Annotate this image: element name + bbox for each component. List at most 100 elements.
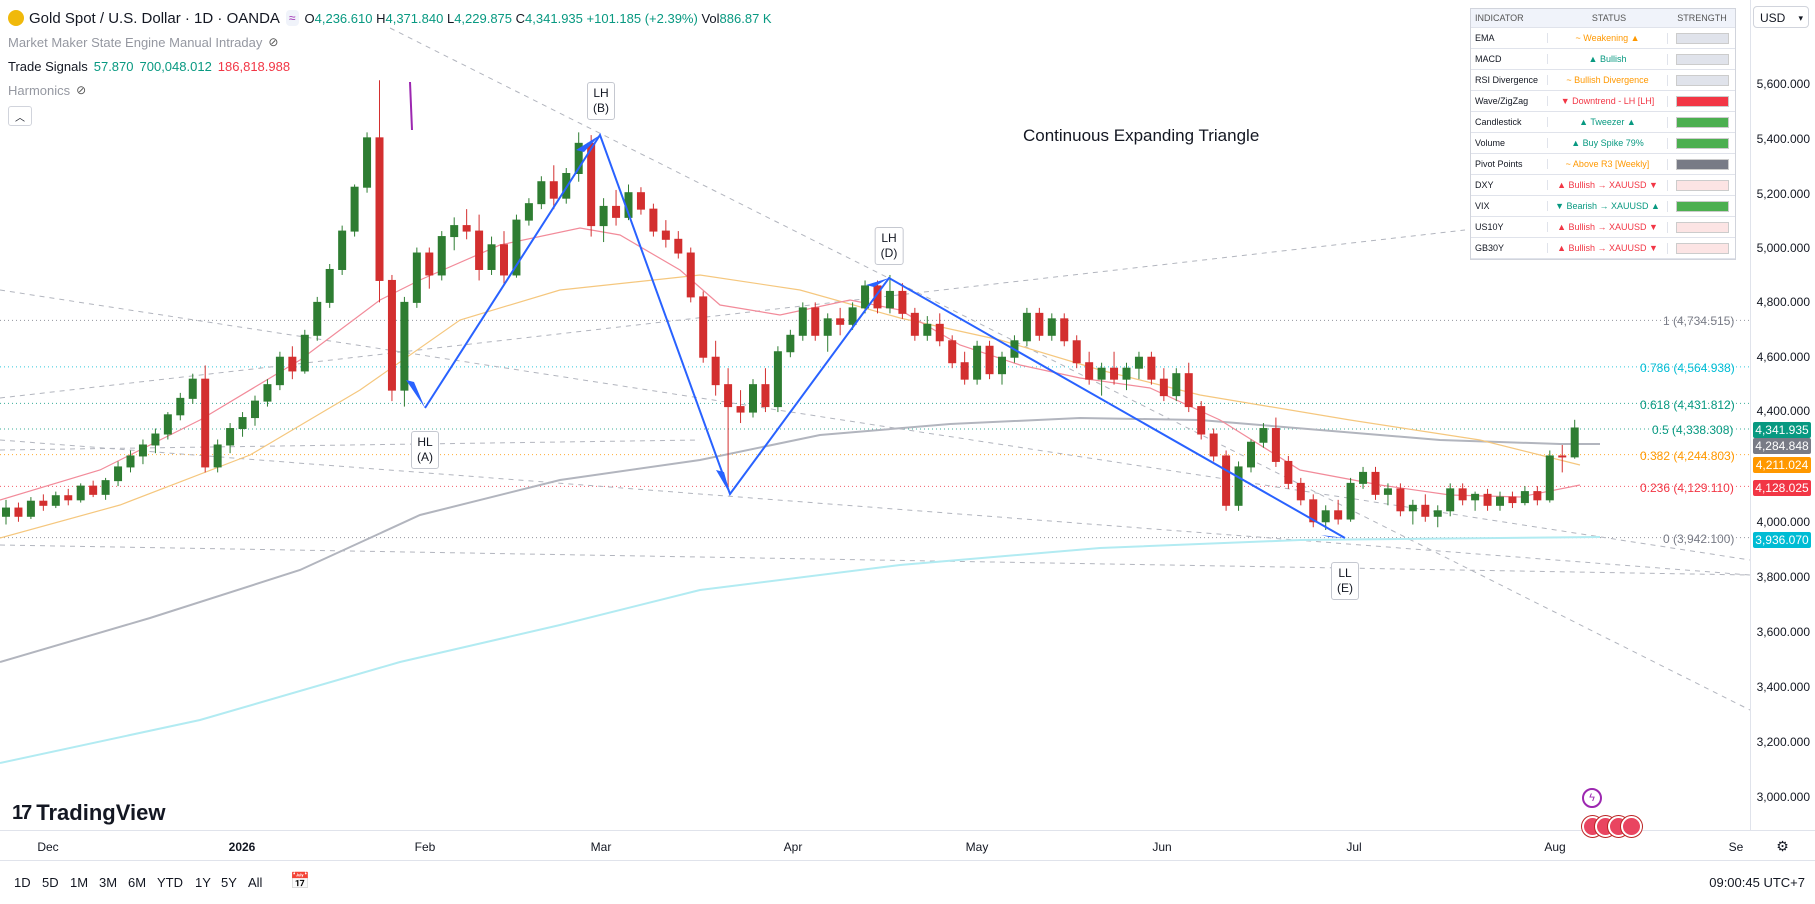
candle-body xyxy=(699,296,708,358)
indicator-trade-signals[interactable]: Trade Signals 57.870 700,048.012 186,818… xyxy=(8,54,772,78)
candle-body xyxy=(761,384,770,408)
candle-body xyxy=(325,268,334,303)
candle-body xyxy=(674,238,683,254)
strength-bar xyxy=(1676,32,1729,44)
range-3m[interactable]: 3M xyxy=(99,875,118,890)
chevron-down-icon: ▾ xyxy=(1798,13,1803,23)
calendar-icon[interactable]: 📅 xyxy=(290,873,310,890)
candle-body xyxy=(1035,312,1044,336)
eye-hidden-icon[interactable]: ⊘ xyxy=(268,35,279,49)
candle-body xyxy=(1508,496,1517,504)
badge-line1: HL xyxy=(417,435,433,449)
drawing-text-label[interactable]: Continuous Expanding Triangle xyxy=(1023,126,1260,145)
wave-arrowhead xyxy=(866,278,889,287)
us-flag-icon[interactable] xyxy=(1621,816,1642,837)
range-1d[interactable]: 1D xyxy=(14,875,31,890)
badge-line2: (B) xyxy=(593,101,609,115)
trend-line xyxy=(0,439,701,451)
candle-body xyxy=(1110,367,1119,380)
volume-label: Vol xyxy=(701,10,720,26)
strength-bar xyxy=(1676,200,1729,212)
fib-text: 0.382 (4,244.803) xyxy=(1640,449,1735,463)
trend-line xyxy=(0,229,1466,399)
high-label: H xyxy=(376,10,386,26)
candle-body xyxy=(300,334,309,372)
candle-body xyxy=(251,400,259,419)
lightning-icon[interactable]: ϟ xyxy=(1582,788,1602,808)
badge-line1: LH xyxy=(593,86,609,100)
candle-body xyxy=(811,307,820,336)
visibility-toggle[interactable]: ≈ xyxy=(285,10,299,26)
low-label: L xyxy=(446,10,455,26)
table-row: MACD ▲ Bullish xyxy=(1471,49,1735,70)
candle-body xyxy=(14,507,23,517)
wave-label-b[interactable]: LH (B) xyxy=(587,82,615,120)
fib-text: 0.5 (4,338.308) xyxy=(1652,423,1734,437)
range-5d[interactable]: 5D xyxy=(42,875,59,890)
close-value: 4,341.935 xyxy=(525,10,583,26)
strength-cell xyxy=(1667,53,1733,65)
strength-bar xyxy=(1676,74,1729,86)
strength-bar xyxy=(1676,179,1729,191)
symbol-title[interactable]: Gold Spot / U.S. Dollar · 1D · OANDA xyxy=(29,9,280,27)
settings-gear-icon[interactable]: ⚙ xyxy=(1750,830,1815,861)
candle-body xyxy=(288,356,297,372)
candle-body xyxy=(39,500,48,506)
candle-body xyxy=(1122,367,1131,380)
candle-body xyxy=(1197,406,1206,435)
ma-gray-line xyxy=(0,416,1600,663)
range-1y[interactable]: 1Y xyxy=(195,875,211,890)
price-tick: 4,800.000 xyxy=(1756,295,1810,309)
range-6m[interactable]: 6M xyxy=(128,875,147,890)
candle-body xyxy=(923,323,932,336)
range-5y[interactable]: 5Y xyxy=(221,875,237,890)
indicator-name: Market Maker State Engine Manual Intrada… xyxy=(8,34,263,50)
strength-cell xyxy=(1667,137,1733,149)
wave-label-a[interactable]: HL (A) xyxy=(411,431,439,469)
strength-bar xyxy=(1676,221,1729,233)
us-flag-icons[interactable] xyxy=(1582,816,1642,837)
tradingview-logo[interactable]: 17 TradingView xyxy=(12,800,165,826)
fib-label-1: 1 (4,734.515) xyxy=(1663,314,1734,328)
collapse-legend-button[interactable]: ︿ xyxy=(8,106,32,126)
strength-cell xyxy=(1667,200,1733,212)
candle-body xyxy=(973,345,982,380)
open-value: 4,236.610 xyxy=(314,10,373,26)
candle-body xyxy=(898,290,907,314)
price-chart-canvas[interactable] xyxy=(0,0,1750,830)
time-tick: 2026 xyxy=(228,840,256,854)
indicator-harmonics[interactable]: Harmonics ⊘ xyxy=(8,78,772,102)
wave-label-e[interactable]: LL (E) xyxy=(1331,562,1359,600)
indicator-name: Trade Signals xyxy=(8,58,88,74)
wave-label-d[interactable]: LH (D) xyxy=(874,227,904,265)
indicator-cell: US10Y xyxy=(1475,222,1504,232)
fib-label-0618: 0.618 (4,431.812) xyxy=(1640,398,1735,412)
price-axis[interactable]: 5,600.000 5,400.000 5,200.000 5,000.000 … xyxy=(1750,0,1815,830)
wave-arrowhead xyxy=(1321,535,1345,538)
table-row: Pivot Points ~ Above R3 [Weekly] xyxy=(1471,154,1735,175)
range-all[interactable]: All xyxy=(248,875,263,890)
clock-timezone[interactable]: 09:00:45 UTC+7 xyxy=(1709,875,1805,890)
chart-pane[interactable] xyxy=(0,0,1750,830)
candle-body xyxy=(1383,488,1392,495)
strength-bar xyxy=(1676,158,1729,170)
range-ytd[interactable]: YTD xyxy=(157,875,183,890)
currency-select[interactable]: USD ▾ xyxy=(1753,6,1809,28)
indicator-mmse[interactable]: Market Maker State Engine Manual Intrada… xyxy=(8,30,772,54)
fib-label-05: 0.5 (4,338.308) xyxy=(1652,423,1733,437)
eye-hidden-icon[interactable]: ⊘ xyxy=(76,83,87,97)
time-axis[interactable]: Dec 2026 Feb Mar Apr May Jun Jul Aug Se xyxy=(0,830,1750,861)
strength-cell xyxy=(1667,242,1733,254)
status-cell: ▲ Bullish → XAUUSD ▼ xyxy=(1547,222,1667,232)
candle-body xyxy=(1234,466,1243,506)
candle-body xyxy=(636,192,645,210)
indicator-cell: EMA xyxy=(1475,33,1495,43)
table-row: GB30Y ▲ Bullish → XAUUSD ▼ xyxy=(1471,238,1735,259)
indicator-status-table: INDICATOR STATUS STRENGTH EMA ~ Weakening… xyxy=(1470,8,1736,260)
range-1m[interactable]: 1M xyxy=(70,875,89,890)
event-markers[interactable]: ϟ xyxy=(1582,788,1642,837)
candle-body xyxy=(201,378,210,468)
candle-body xyxy=(350,186,359,232)
candle-body xyxy=(786,334,795,353)
bottom-toolbar: 1D 5D 1M 3M 6M YTD 1Y 5Y All 📅 09:00:45 … xyxy=(0,860,1815,904)
